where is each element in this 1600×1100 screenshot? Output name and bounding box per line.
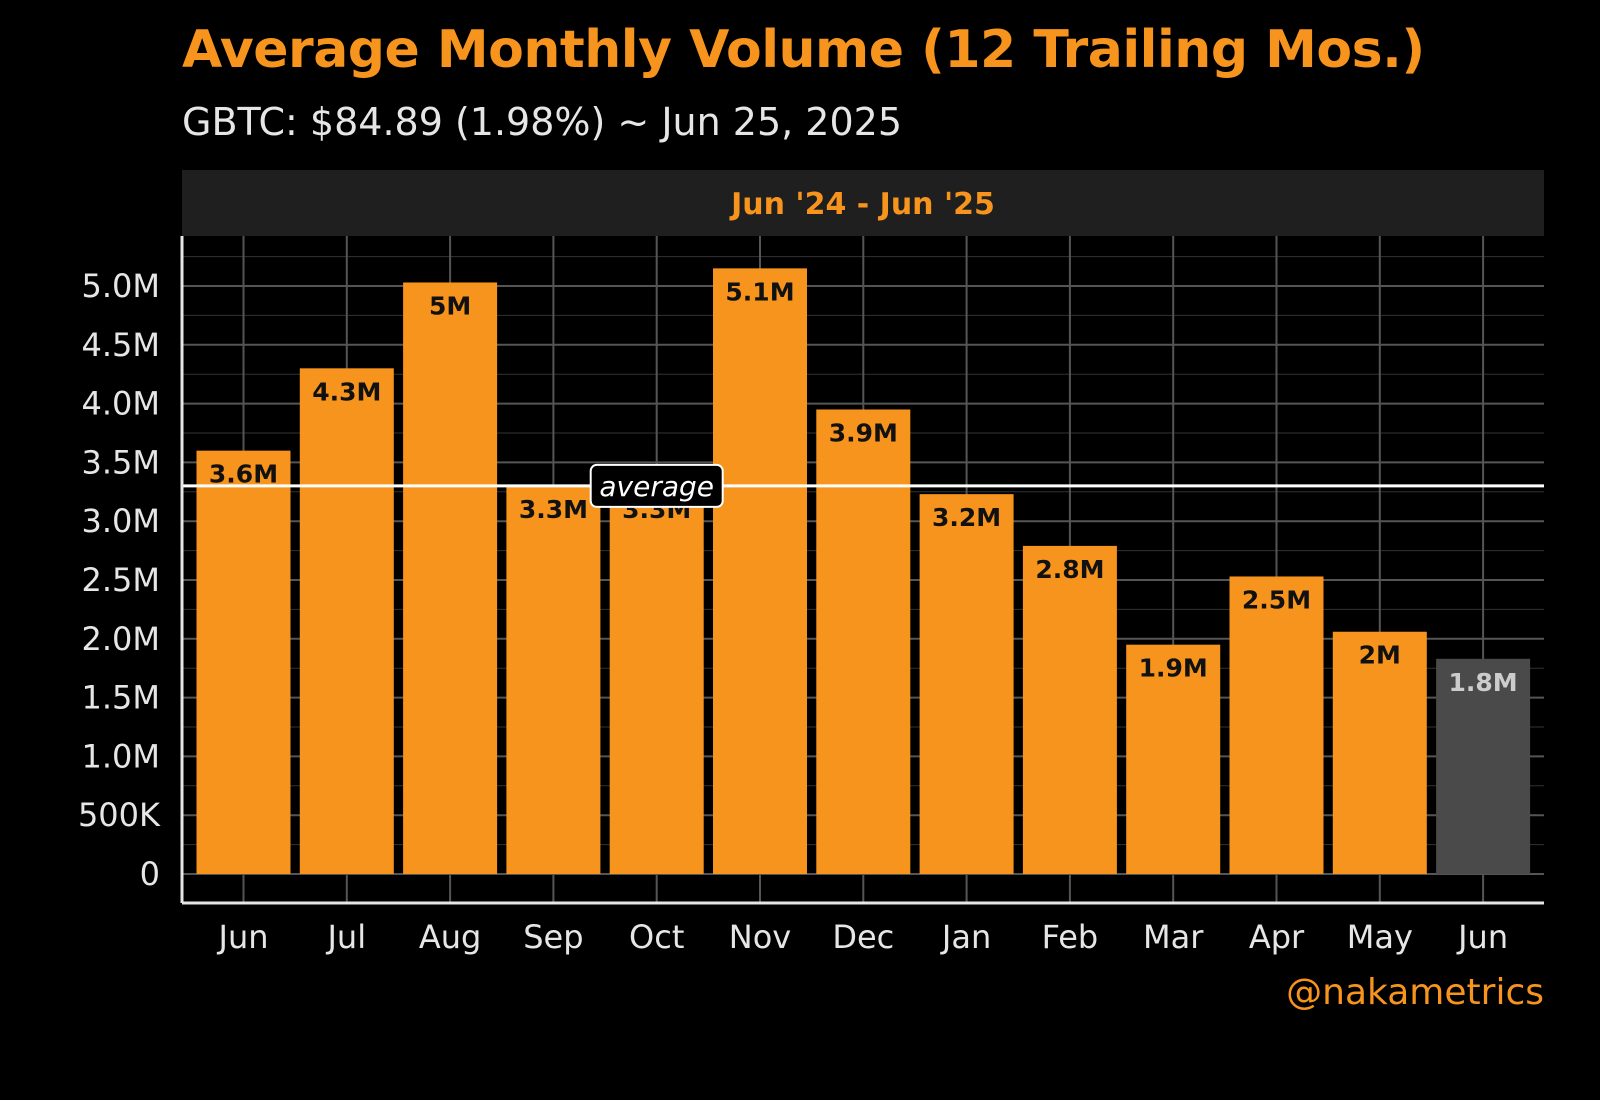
bar <box>609 485 704 874</box>
bar <box>196 450 291 874</box>
y-tick-label: 500K <box>78 796 161 834</box>
y-tick-label: 4.0M <box>82 385 161 423</box>
bar <box>1332 631 1427 874</box>
chart-subtitle: GBTC: $84.89 (1.98%) ~ Jun 25, 2025 <box>182 100 902 144</box>
y-tick-label: 3.0M <box>82 502 161 540</box>
bar <box>1126 644 1221 874</box>
x-tick-label: Feb <box>1042 918 1099 956</box>
x-tick-label: Jun <box>217 918 269 956</box>
average-label-box <box>589 463 724 508</box>
y-tick-label: 4.5M <box>82 326 161 364</box>
bar-data-label: 3.6M <box>209 460 278 489</box>
bar <box>1436 658 1531 874</box>
watermark: @nakametrics <box>1286 972 1544 1013</box>
x-tick-label: Aug <box>419 918 481 956</box>
bar-data-label: 5.1M <box>725 277 794 306</box>
y-tick-label: 5.0M <box>82 267 161 305</box>
x-tick-label: Dec <box>832 918 894 956</box>
bar-data-label: 1.9M <box>1139 654 1208 683</box>
bar-data-label: 1.8M <box>1449 668 1518 697</box>
y-tick-label: 2.5M <box>82 561 161 599</box>
x-tick-label: Oct <box>629 918 684 956</box>
bar <box>403 282 498 874</box>
x-tick-label: Jul <box>325 918 366 956</box>
x-tick-label: Mar <box>1143 918 1204 956</box>
bar-data-label: 2.5M <box>1242 585 1311 614</box>
facet-strip <box>182 170 1544 236</box>
y-axis-ticks: 0 500K 1.0M 1.5M 2.0M 2.5M 3.0M 3.5M 4.0M 4.5M 5.0… <box>78 267 161 893</box>
bar-data-label: 3.3M <box>519 495 588 524</box>
bar <box>1229 576 1324 874</box>
y-tick-label: 3.5M <box>82 443 161 481</box>
y-tick-label: 2.0M <box>82 620 161 658</box>
bar-data-label: 2M <box>1359 641 1401 670</box>
bar-data-label: 5M <box>429 291 471 320</box>
y-tick-label: 1.5M <box>82 679 161 717</box>
bar <box>919 494 1014 874</box>
x-axis-ticks: Jun Jul Aug Sep Oct Nov Dec Jan Feb Mar Apr May Jun <box>217 918 1509 956</box>
bar-data-label: 2.8M <box>1035 555 1104 584</box>
bar <box>713 268 807 874</box>
bar-data-label: 3.9M <box>829 418 898 447</box>
bar-data-label: 4.3M <box>312 377 381 406</box>
average-label: average <box>599 470 714 503</box>
bar <box>816 409 911 874</box>
x-tick-label: Sep <box>523 918 583 956</box>
x-tick-label: May <box>1347 918 1413 956</box>
y-tick-label: 1.0M <box>82 737 161 775</box>
bar-data-label: 3.2M <box>932 503 1001 532</box>
x-tick-label: Jun <box>1456 918 1508 956</box>
x-tick-label: Apr <box>1249 918 1305 956</box>
x-tick-label: Jan <box>940 918 991 956</box>
y-tick-label: 0 <box>140 855 160 893</box>
bar <box>1022 545 1117 874</box>
chart-title: Average Monthly Volume (12 Trailing Mos.… <box>182 20 1425 80</box>
average-line-group: average <box>182 463 1544 508</box>
facet-label: Jun '24 - Jun '25 <box>729 187 995 222</box>
x-tick-label: Nov <box>729 918 791 956</box>
bar <box>299 368 394 874</box>
bar <box>506 485 601 874</box>
